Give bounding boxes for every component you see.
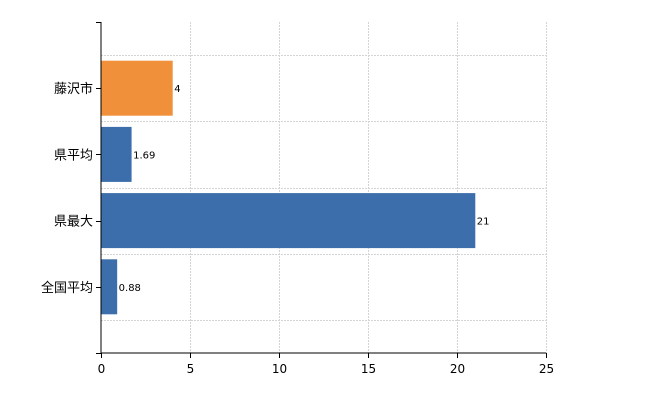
data-labels-group: 4 1.69 21 0.88 (119, 84, 490, 294)
x-tick-label-4: 20 (450, 362, 465, 376)
data-label-0: 4 (174, 84, 180, 95)
grid-lines (101, 22, 547, 353)
category-label-0: 藤沢市 (54, 81, 93, 97)
category-label-2: 県最大 (54, 215, 93, 230)
bars-group (101, 60, 476, 315)
category-label-1: 県平均 (54, 148, 93, 163)
category-label-3: 全国平均 (41, 280, 93, 296)
x-tick-label-0: 0 (98, 362, 106, 376)
x-ticks-group: 0 5 10 15 20 25 (98, 353, 554, 376)
x-tick-label-5: 25 (539, 362, 554, 376)
x-tick-label-2: 10 (272, 362, 287, 376)
data-label-3: 0.88 (119, 283, 141, 294)
x-tick-label-1: 5 (187, 362, 195, 376)
x-tick-label-3: 15 (361, 362, 376, 376)
bar-1 (101, 126, 132, 182)
bar-0 (101, 60, 173, 116)
axes-group (100, 22, 546, 354)
bar-2 (101, 193, 476, 249)
bar-3 (101, 259, 118, 315)
data-label-2: 21 (477, 217, 490, 228)
data-label-1: 1.69 (133, 150, 155, 161)
